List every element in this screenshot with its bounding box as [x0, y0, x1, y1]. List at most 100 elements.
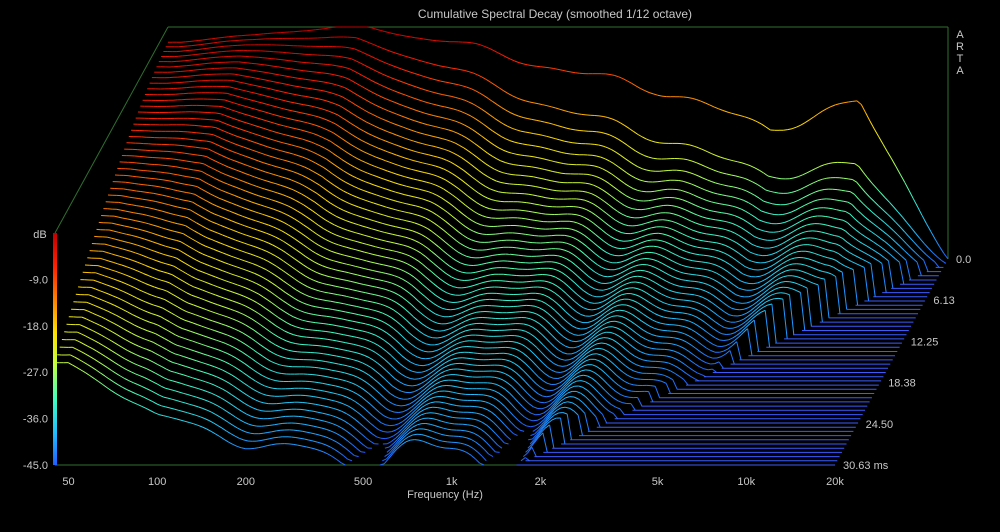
decay-slice-segment — [719, 339, 724, 341]
decay-slice-segment — [257, 212, 263, 215]
decay-slice-segment — [539, 412, 545, 415]
decay-slice-segment — [302, 430, 307, 433]
decay-slice-segment — [281, 230, 287, 234]
decay-slice-segment — [233, 366, 239, 370]
decay-slice-segment — [355, 265, 360, 268]
decay-slice-segment — [269, 437, 275, 440]
decay-slice-segment — [98, 361, 104, 366]
decay-slice-segment — [253, 369, 259, 374]
decay-slice-segment — [222, 408, 227, 412]
decay-slice-segment — [258, 143, 264, 146]
decay-slice-segment — [632, 314, 638, 319]
decay-slice-segment — [207, 237, 212, 241]
decay-slice-segment — [435, 373, 441, 377]
decay-slice-segment — [383, 415, 389, 419]
decay-slice-segment — [199, 333, 204, 337]
decay-slice-segment — [331, 213, 337, 217]
decay-slice-segment — [440, 370, 445, 374]
decay-slice-segment — [280, 288, 286, 293]
decay-slice-segment — [463, 292, 469, 295]
decay-slice-segment — [694, 363, 700, 368]
decay-slice-segment — [352, 155, 358, 159]
decay-slice-segment — [104, 375, 110, 380]
decay-slice-segment — [590, 326, 597, 331]
decay-slice-segment — [390, 443, 396, 449]
decay-slice-segment — [289, 152, 294, 155]
decay-slice-segment — [500, 371, 506, 375]
decay-slice-segment — [546, 287, 551, 291]
decay-slice-segment — [242, 233, 247, 236]
decay-slice-segment — [540, 386, 545, 391]
decay-slice-segment — [406, 419, 412, 425]
decay-slice-segment — [524, 399, 530, 405]
decay-slice-segment — [203, 163, 209, 167]
decay-slice-segment — [429, 259, 435, 264]
decay-slice-segment — [688, 366, 694, 371]
decay-slice-segment — [396, 404, 402, 407]
decay-slice-segment — [271, 302, 277, 307]
decay-slice-segment — [188, 200, 193, 203]
decay-slice-segment — [193, 169, 198, 171]
decay-slice-segment — [302, 302, 307, 305]
decay-slice-segment — [630, 320, 635, 325]
decay-slice-segment — [232, 134, 238, 137]
decay-slice-segment — [577, 351, 583, 356]
decay-slice-segment — [408, 195, 414, 198]
decay-slice-segment — [218, 349, 224, 353]
decay-slice-segment — [284, 291, 290, 296]
decay-slice-segment — [498, 364, 504, 367]
decay-slice-segment — [512, 341, 517, 343]
decay-slice-segment — [372, 396, 378, 402]
decay-slice-segment — [158, 306, 163, 309]
decay-slice-segment — [525, 448, 531, 453]
decay-slice-segment — [372, 285, 377, 288]
decay-slice-segment — [259, 383, 265, 387]
decay-slice-segment — [706, 347, 711, 351]
decay-slice-segment — [461, 299, 467, 302]
decay-slice-segment — [619, 298, 625, 301]
decay-slice-segment — [399, 434, 405, 440]
decay-slice-segment — [728, 337, 733, 341]
decay-slice-segment — [409, 408, 415, 413]
decay-slice-segment — [648, 258, 654, 261]
decay-slice-segment — [79, 324, 85, 327]
decay-slice-segment — [192, 377, 197, 380]
decay-slice-segment — [193, 267, 199, 271]
decay-slice-segment — [213, 366, 219, 369]
decay-slice-segment — [250, 397, 256, 401]
decay-slice-segment — [262, 355, 267, 360]
decay-slice-segment — [221, 172, 227, 176]
decay-slice-segment — [518, 254, 524, 257]
decay-slice-segment — [297, 300, 303, 304]
decay-slice-segment — [301, 445, 307, 448]
decay-slice-segment — [464, 329, 470, 332]
decay-slice-segment — [185, 208, 191, 211]
decay-slice-segment — [214, 312, 220, 315]
decay-slice-segment — [531, 343, 537, 348]
decay-slice-segment — [580, 314, 586, 317]
decay-slice-segment — [373, 220, 378, 223]
decay-slice-segment — [407, 246, 413, 249]
decay-slice-segment — [171, 312, 176, 316]
decay-slice-segment — [749, 313, 755, 319]
decay-slice-segment — [331, 268, 336, 271]
decay-slice-segment — [319, 145, 325, 149]
decay-slice-segment — [451, 334, 457, 338]
decay-slice-segment — [384, 179, 390, 182]
decay-slice-segment — [263, 402, 269, 405]
decay-slice-segment — [596, 307, 601, 310]
decay-slice-segment — [573, 346, 579, 349]
decay-slice-segment — [135, 354, 141, 357]
decay-slice-segment — [260, 285, 266, 290]
decay-slice-segment — [588, 238, 594, 243]
decay-slice-segment — [406, 300, 412, 305]
decay-slice-segment — [408, 426, 414, 431]
decay-slice-segment — [422, 390, 428, 395]
decay-slice-segment — [323, 208, 329, 212]
decay-slice-segment — [292, 227, 298, 231]
decay-slice-segment — [335, 285, 340, 288]
decay-slice-segment — [275, 166, 281, 169]
decay-slice-segment — [523, 225, 529, 228]
decay-slice-segment — [538, 220, 544, 223]
decay-slice-segment — [510, 422, 516, 428]
